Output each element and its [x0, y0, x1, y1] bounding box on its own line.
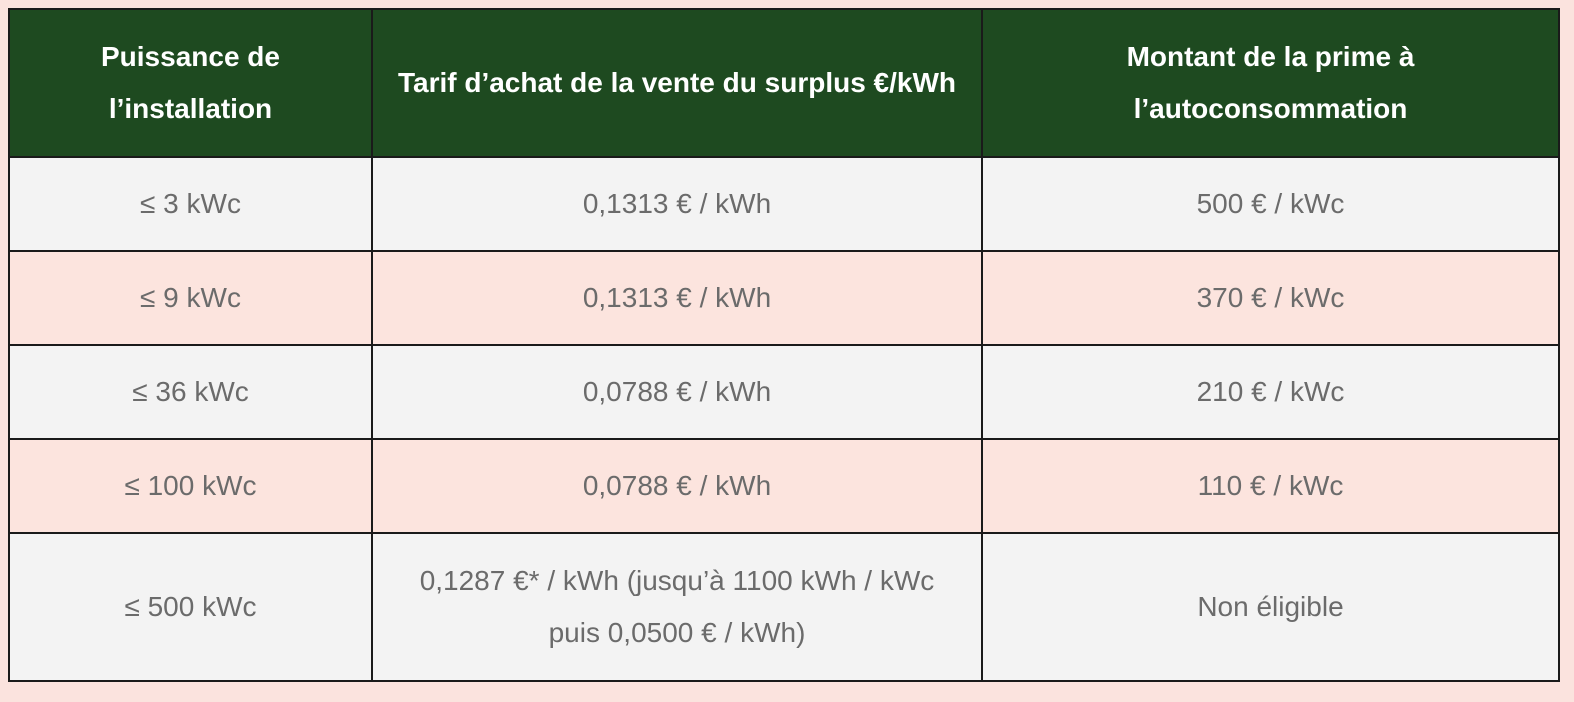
table-cell: 0,0788 € / kWh: [371, 438, 983, 534]
table-body: ≤ 3 kWc 0,1313 € / kWh 500 € / kWc ≤ 9 kWc 0…: [8, 156, 1560, 682]
table-cell: 110 € / kWc: [981, 438, 1560, 534]
header-cell: Tarif d’achat de la vente du surplus €/k…: [371, 8, 983, 158]
table-cell: 0,1313 € / kWh: [371, 156, 983, 252]
table-cell: ≤ 9 kWc: [8, 250, 373, 346]
table-row: ≤ 3 kWc 0,1313 € / kWh 500 € / kWc: [8, 156, 1560, 252]
table-cell: 0,0788 € / kWh: [371, 344, 983, 440]
table-cell: ≤ 100 kWc: [8, 438, 373, 534]
header-row: Puissance de l’installation Tarif d’acha…: [8, 8, 1560, 158]
table-cell: 500 € / kWc: [981, 156, 1560, 252]
table-cell: 0,1287 €* / kWh (jusqu’à 1100 kWh / kWc …: [371, 532, 983, 682]
table-cell: 210 € / kWc: [981, 344, 1560, 440]
table-cell: ≤ 500 kWc: [8, 532, 373, 682]
table-cell: Non éligible: [981, 532, 1560, 682]
header-cell: Montant de la prime à l’autoconsommation: [981, 8, 1560, 158]
table-cell: ≤ 3 kWc: [8, 156, 373, 252]
table-row: ≤ 100 kWc 0,0788 € / kWh 110 € / kWc: [8, 438, 1560, 534]
table-row: ≤ 9 kWc 0,1313 € / kWh 370 € / kWc: [8, 250, 1560, 346]
table-row: ≤ 36 kWc 0,0788 € / kWh 210 € / kWc: [8, 344, 1560, 440]
table-cell: 0,1313 € / kWh: [371, 250, 983, 346]
header-cell: Puissance de l’installation: [8, 8, 373, 158]
tariff-table: Puissance de l’installation Tarif d’acha…: [8, 8, 1560, 682]
table-header: Puissance de l’installation Tarif d’acha…: [8, 8, 1560, 158]
table-cell: ≤ 36 kWc: [8, 344, 373, 440]
table-row: ≤ 500 kWc 0,1287 €* / kWh (jusqu’à 1100 k…: [8, 532, 1560, 682]
table-cell: 370 € / kWc: [981, 250, 1560, 346]
